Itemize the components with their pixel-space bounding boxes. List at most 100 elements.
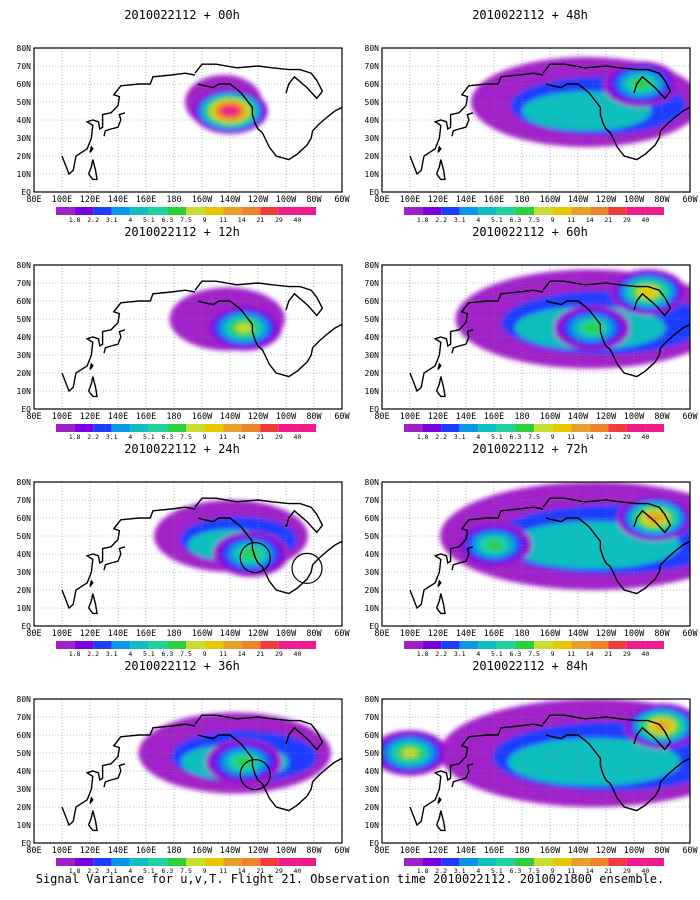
- colorbar-swatch: [130, 641, 149, 649]
- x-tick-label: 140W: [220, 412, 241, 422]
- y-tick-label: 30N: [17, 134, 32, 143]
- colorbar-swatch: [111, 858, 131, 866]
- colorbar-label: 3.1: [454, 867, 466, 873]
- colorbar-swatch: [589, 207, 609, 215]
- y-tick-label: EQ: [21, 188, 31, 197]
- colorbar-swatch: [297, 858, 316, 866]
- x-tick-label: 120W: [596, 846, 617, 856]
- coastline: [103, 112, 126, 137]
- coastline: [103, 546, 126, 571]
- y-tick-label: 70N: [365, 62, 380, 71]
- colorbar-label: 2.2: [435, 216, 447, 222]
- coastline: [197, 83, 342, 161]
- coastline: [61, 723, 196, 827]
- y-tick-label: 30N: [17, 785, 32, 794]
- colorbar-swatch: [404, 207, 423, 215]
- x-tick-label: 100W: [624, 629, 645, 639]
- colorbar-label: 29: [623, 216, 631, 222]
- colorbar-swatch: [260, 641, 279, 649]
- colorbar-swatch: [608, 207, 627, 215]
- y-tick-label: EQ: [369, 405, 379, 414]
- x-tick-label: 80W: [306, 846, 322, 856]
- colorbar-label: 6.3: [162, 650, 174, 656]
- x-tick-label: 80E: [26, 412, 41, 422]
- colorbar-label: 29: [275, 867, 283, 873]
- colorbar-label: 2.2: [435, 650, 447, 656]
- colorbar-label: 3.1: [454, 216, 466, 222]
- x-tick-label: 180: [514, 412, 529, 422]
- y-tick-label: 50N: [365, 749, 380, 758]
- panel-title: 2010022112 + 00h: [124, 8, 240, 22]
- colorbar-swatch: [478, 641, 497, 649]
- y-tick-label: 80N: [365, 44, 380, 53]
- coastline: [87, 810, 98, 832]
- colorbar-swatch: [148, 858, 168, 866]
- x-tick-label: 160W: [192, 412, 213, 422]
- x-tick-label: 80E: [374, 629, 389, 639]
- coastline: [103, 763, 126, 788]
- panel-title: 2010022112 + 84h: [472, 659, 588, 673]
- y-tick-label: EQ: [369, 188, 379, 197]
- colorbar-label: 14: [238, 216, 246, 222]
- y-tick-label: 50N: [17, 98, 32, 107]
- colorbar-swatch: [478, 424, 497, 432]
- y-tick-label: 50N: [365, 315, 380, 324]
- colorbar-swatch: [167, 858, 186, 866]
- colorbar-label: 5.1: [491, 216, 503, 222]
- y-tick-label: 40N: [365, 116, 380, 125]
- colorbar-label: 4: [128, 433, 132, 439]
- y-tick-label: 50N: [365, 98, 380, 107]
- y-tick-label: EQ: [21, 405, 31, 414]
- x-tick-label: 160E: [136, 846, 156, 856]
- y-tick-label: EQ: [21, 622, 31, 631]
- variance-region: [507, 738, 681, 786]
- colorbar-label: 4: [476, 867, 480, 873]
- x-tick-label: 100W: [276, 195, 297, 205]
- coastline: [87, 593, 98, 615]
- x-tick-label: 100W: [276, 629, 297, 639]
- colorbar-swatch: [167, 207, 186, 215]
- colorbar-swatch: [626, 641, 646, 649]
- colorbar-swatch: [167, 424, 186, 432]
- colorbar-swatch: [93, 641, 112, 649]
- colorbar-swatch: [534, 424, 553, 432]
- x-tick-label: 180: [166, 846, 181, 856]
- colorbar-swatch: [186, 207, 205, 215]
- colorbar-label: 1.8: [417, 650, 429, 656]
- x-tick-label: 120W: [596, 629, 617, 639]
- colorbar-label: 3.1: [454, 650, 466, 656]
- colorbar-swatch: [148, 641, 168, 649]
- colorbar-swatch: [130, 858, 149, 866]
- colorbar-swatch: [297, 424, 316, 432]
- y-tick-label: 60N: [17, 514, 32, 523]
- colorbar-label: 11: [567, 433, 575, 439]
- y-tick-label: 30N: [365, 351, 380, 360]
- colorbar-swatch: [186, 858, 205, 866]
- y-tick-label: 20N: [17, 369, 32, 378]
- colorbar-swatch: [441, 207, 460, 215]
- y-tick-label: 70N: [17, 496, 32, 505]
- coastline: [89, 796, 94, 804]
- coastline: [437, 362, 442, 370]
- x-tick-label: 140E: [108, 846, 128, 856]
- y-tick-label: 20N: [365, 152, 380, 161]
- colorbar-label: 29: [623, 433, 631, 439]
- colorbar-label: 9: [203, 216, 207, 222]
- colorbar-label: 2.2: [87, 867, 99, 873]
- map-panel: 2010022112 + 36h 80N 70N 60N 50N 40N 30N 20N 10N…: [12, 659, 352, 874]
- colorbar-label: 29: [275, 650, 283, 656]
- plot-frame: [381, 47, 691, 193]
- colorbar-label: 40: [642, 433, 650, 439]
- colorbar-label: 21: [256, 650, 264, 656]
- colorbar-swatch: [515, 641, 534, 649]
- x-tick-label: 100W: [276, 846, 297, 856]
- coastline: [435, 159, 446, 181]
- colorbar-label: 3.1: [106, 433, 118, 439]
- colorbar-label: 5.1: [491, 650, 503, 656]
- colorbar-label: 6.3: [162, 216, 174, 222]
- x-tick-label: 60W: [334, 195, 350, 205]
- colorbar-swatch: [297, 641, 316, 649]
